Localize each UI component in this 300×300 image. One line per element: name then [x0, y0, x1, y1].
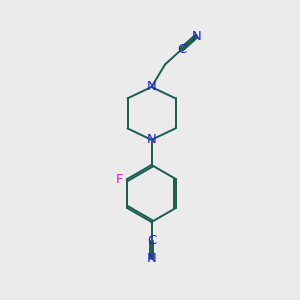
Text: C: C: [177, 43, 186, 56]
Text: N: N: [147, 133, 156, 146]
Text: N: N: [147, 252, 156, 265]
Text: N: N: [192, 29, 201, 43]
Text: C: C: [147, 234, 156, 247]
Text: F: F: [116, 173, 123, 186]
Text: N: N: [147, 80, 156, 94]
